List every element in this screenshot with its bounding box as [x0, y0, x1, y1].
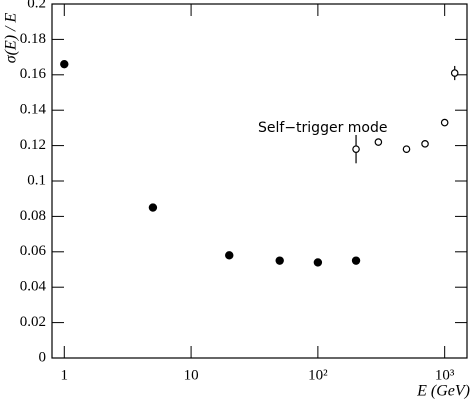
y-tick-label: 0.04 — [20, 279, 47, 295]
y-tick-label: 0.12 — [20, 137, 46, 153]
data-point — [275, 256, 284, 265]
y-tick-label: 0.08 — [20, 208, 46, 224]
y-tick-label: 0.18 — [20, 31, 46, 47]
y-axis-label: σ(E) / E — [3, 13, 20, 64]
x-tick-label: 1 — [61, 367, 69, 383]
data-point — [148, 203, 158, 212]
data-point — [225, 251, 234, 260]
y-tick-label: 0.14 — [20, 102, 47, 118]
data-point — [352, 145, 360, 153]
data-point — [351, 256, 361, 265]
x-axis-label: E (GeV) — [416, 383, 470, 400]
data-point — [450, 69, 459, 77]
data-point — [60, 59, 69, 69]
x-tick-label: 10 — [184, 367, 199, 383]
y-tick-label: 0.06 — [20, 243, 47, 259]
data-point — [313, 258, 323, 267]
y-tick-label: 0.02 — [20, 314, 46, 330]
y-tick-label: 0 — [39, 349, 47, 365]
data-point — [374, 138, 383, 146]
data-point — [402, 145, 411, 153]
x-tick-label: 10³ — [435, 367, 455, 383]
data-point — [440, 118, 449, 127]
y-tick-label: 0.16 — [20, 66, 47, 82]
y-tick-label: 0.1 — [27, 172, 46, 188]
data-point — [421, 140, 429, 148]
annotation: Self−trigger mode — [258, 120, 387, 136]
y-tick-label: 0.2 — [27, 0, 46, 11]
x-tick-label: 10² — [308, 367, 328, 383]
plot-frame — [51, 3, 468, 359]
